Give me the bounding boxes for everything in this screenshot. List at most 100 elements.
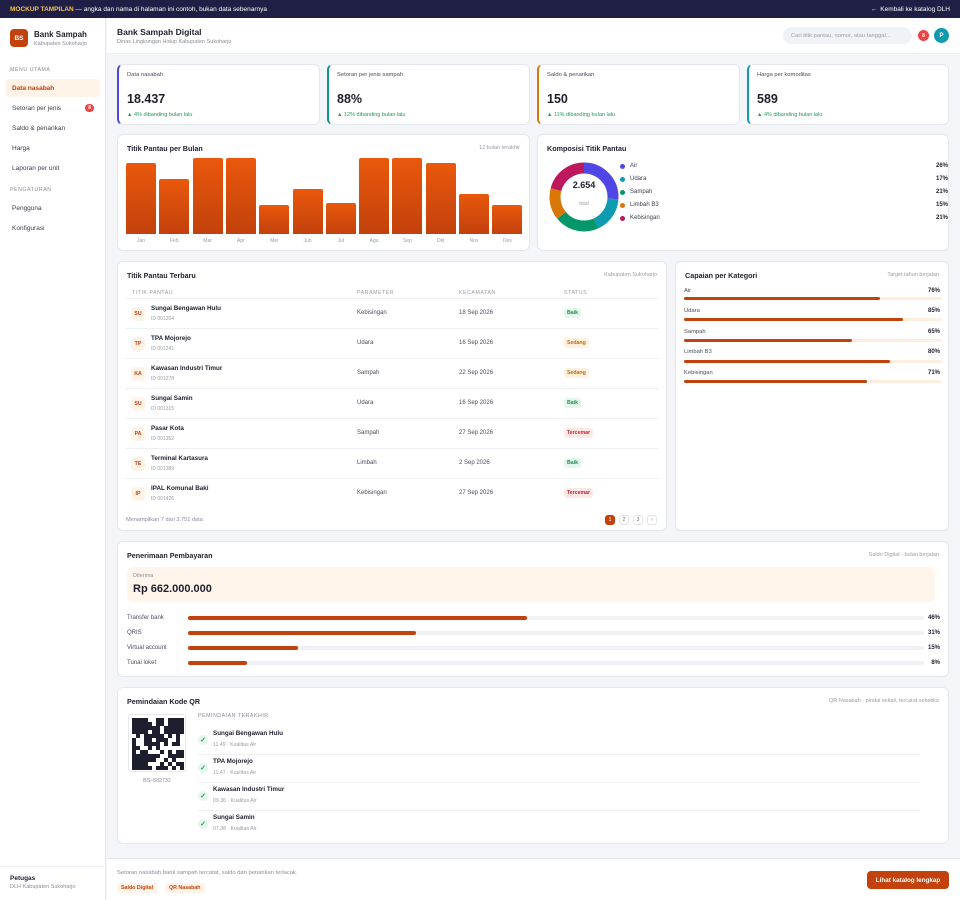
back-to-catalog-link[interactable]: ← Kembali ke katalog DLH [871,6,950,13]
row-parameter: Sampah [357,430,380,436]
qr-module [168,722,172,726]
search-input[interactable]: Cari titik pantau, nomor, atau tanggal..… [783,27,912,44]
sidebar-item-harga[interactable]: Harga [6,139,100,157]
sidebar-item-laporan[interactable]: Laporan per unit [6,159,100,177]
qr-module [156,718,160,722]
bar-mar[interactable] [192,158,223,234]
page-button-1[interactable]: 1 [605,515,615,525]
view-catalog-button[interactable]: Lihat katalog lengkap [867,871,949,889]
bar-sep[interactable] [392,158,423,234]
legend-label: Udara [630,176,647,182]
payment-bar [188,646,924,650]
bar-des[interactable] [492,204,523,234]
bar-mei[interactable] [259,204,290,234]
payment-bar [188,616,924,620]
row-parameter: Kebisingan [357,310,387,316]
table-row[interactable]: TP TPA Mojorejo ID 001241 Udara 16 Sep 2026 S… [125,328,659,358]
qr-module [156,742,160,746]
bar-jan[interactable] [126,163,156,234]
page-button-3[interactable]: 3 [633,515,643,525]
qr-module [140,726,144,730]
kpi-card-setoran[interactable]: Setoran per jenis sampah 88% ▲ 12% diban… [327,64,530,125]
qr-module [176,722,180,726]
table-row[interactable]: PA Pasar Kota ID 001352 Sampah 27 Sep 2026 Te… [125,418,659,448]
qr-module [136,718,140,722]
row-parameter: Kebisingan [357,490,387,496]
sidebar-item-pengguna[interactable]: Pengguna [6,199,100,217]
scan-name: Sungai Samin [213,814,255,821]
kpi-card-harga[interactable]: Harga per komoditas 589 ▲ 4% dibanding b… [747,64,949,125]
bar-jun[interactable] [292,189,323,234]
qr-module [136,746,140,750]
sidebar-item-saldo[interactable]: Saldo & penarikan [6,119,100,137]
bar-agu[interactable] [359,158,390,234]
list-item[interactable]: ✓ Kawasan Industri Timur 09.36 · Kualitas … [198,783,920,811]
list-item[interactable]: ✓ Sungai Bengawan Hulu 11.49 · Kualitas Ai… [198,727,920,755]
check-icon: ✓ [198,819,208,829]
qr-module [156,734,160,738]
qr-code[interactable] [128,714,186,772]
list-item[interactable]: ✓ Sungai Samin 07.38 · Kualitas Air [198,811,920,839]
x-tick-label: Jun [303,238,312,244]
row-parameter: Limbah [357,460,377,466]
column-header[interactable]: KECAMATAN [459,290,496,296]
qr-module [168,762,172,766]
qr-module [160,762,164,766]
notification-badge[interactable]: 8 [918,30,929,41]
table-row[interactable]: KA Kawasan Industri Timur ID 001278 Sampah 2… [125,358,659,388]
category-pct: 65% [927,329,940,335]
sidebar-item-data-nasabah[interactable]: Data nasabah [6,79,100,97]
bar-nov[interactable] [459,194,489,234]
next-page-button[interactable]: › [647,515,657,525]
sidebar-item-konfigurasi[interactable]: Konfigurasi [6,219,100,237]
notification-badge: 8 [85,104,94,112]
x-tick-label: Okt [436,238,445,244]
legend-item-limbah: Limbah B3 15% [620,200,948,210]
payment-bar [188,661,924,665]
bar-apr[interactable] [225,158,256,234]
qr-scan-card: Pemindaian Kode QR QR Nasabah · pindai s… [117,687,949,844]
latest-points-table: Titik Pantau Terbaru Kabupaten Sukoharjo… [117,261,667,531]
row-initials: IP [131,487,145,501]
mockup-banner: MOCKUP TAMPILAN — angka dan nama di hala… [0,0,960,18]
qr-module [168,730,172,734]
list-item[interactable]: ✓ TPA Mojorejo 11.47 · Kualitas Air [198,755,920,783]
sidebar-item-setoran[interactable]: Setoran per jenis 8 [6,99,100,117]
bar-okt[interactable] [425,163,456,234]
qr-module [148,758,152,762]
qr-module [168,726,172,730]
kpi-card-data-nasabah[interactable]: Data nasabah 18.437 ▲ 4% dibanding bulan… [117,64,320,125]
row-name: Sungai Samin [151,395,193,402]
legend-pct: 21% [935,189,948,195]
row-date: 16 Sep 2026 [459,340,494,346]
table-row[interactable]: IP IPAL Komunal Baki ID 001426 Kebisingan 27… [125,478,659,508]
donut-slice-sampah[interactable] [549,162,619,232]
pagination-info: Menampilkan 7 dari 3.751 data [126,517,203,523]
x-tick-label: Apr [237,238,245,244]
row-id: ID 001315 [151,406,175,412]
column-header[interactable]: TITIK PANTAU [132,290,174,296]
user-name: Petugas [10,875,36,882]
bar-jul[interactable] [325,202,356,234]
table-row[interactable]: TE Terminal Kartasura ID 001389 Limbah 2 Sep… [125,448,659,478]
legend-pct: 26% [935,163,948,169]
qr-module [156,738,160,742]
column-header[interactable]: STATUS [564,290,588,296]
donut-slice-kebisingan[interactable] [549,162,619,232]
row-date: 2 Sep 2026 [459,460,490,466]
qr-module [132,754,136,758]
bar-feb[interactable] [159,179,190,234]
qr-module [160,766,164,770]
kpi-card-saldo[interactable]: Saldo & penarikan 150 ▲ 11% dibanding bu… [537,64,740,125]
legend-dot [620,202,625,208]
user-org: DLH Kabupaten Sukoharjo [10,884,76,890]
chart-title: Titik Pantau per Bulan [127,144,203,153]
row-parameter: Sampah [357,370,380,376]
donut-slice-limbah-b3[interactable] [549,162,619,232]
page-button-2[interactable]: 2 [619,515,629,525]
column-header[interactable]: PARAMETER [357,290,395,296]
avatar[interactable]: P [934,28,949,43]
row-id: ID 001389 [151,466,175,472]
table-row[interactable]: SU Sungai Samin ID 001315 Udara 16 Sep 2026 B… [125,388,659,418]
table-row[interactable]: SU Sungai Bengawan Hulu ID 001204 Kebisinga… [125,298,659,328]
